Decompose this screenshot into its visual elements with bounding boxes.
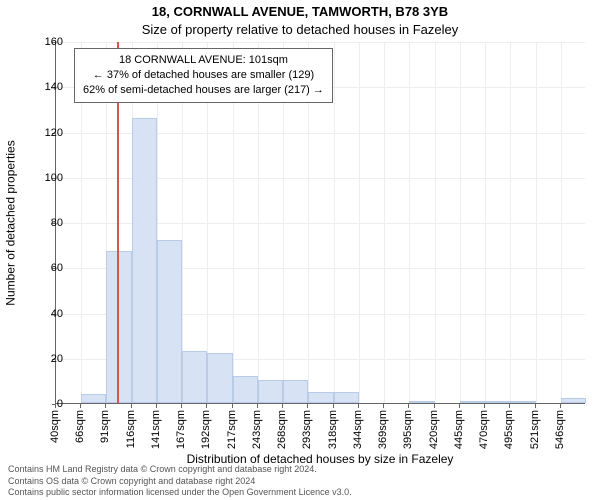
grid-line [359, 42, 360, 403]
x-tick-mark [484, 404, 485, 408]
x-tick-mark [282, 404, 283, 408]
x-tick-label: 318sqm [327, 410, 339, 449]
grid-line [536, 42, 537, 403]
x-tick-label: 369sqm [377, 410, 389, 449]
x-tick-label: 141sqm [150, 410, 162, 449]
y-tick-label: 60 [33, 262, 63, 274]
x-tick-mark [232, 404, 233, 408]
histogram-bar [283, 380, 308, 403]
histogram-bar [308, 392, 333, 403]
x-tick-label: 470sqm [478, 410, 490, 449]
chart-title-desc: Size of property relative to detached ho… [0, 22, 600, 37]
y-tick-label: 20 [33, 353, 63, 365]
histogram-bar [157, 240, 182, 403]
x-tick-mark [307, 404, 308, 408]
x-tick-mark [560, 404, 561, 408]
x-tick-mark [383, 404, 384, 408]
grid-line [460, 42, 461, 403]
info-line-2: ← 37% of detached houses are smaller (12… [83, 68, 324, 83]
x-tick-mark [408, 404, 409, 408]
credit-line-2: Contains OS data © Crown copyright and d… [8, 476, 352, 487]
x-tick-label: 546sqm [554, 410, 566, 449]
y-tick-label: 100 [33, 172, 63, 184]
x-tick-label: 192sqm [200, 410, 212, 449]
x-tick-label: 167sqm [175, 410, 187, 449]
histogram-bar [485, 401, 510, 403]
grid-line [510, 42, 511, 403]
grid-line [384, 42, 385, 403]
x-tick-mark [181, 404, 182, 408]
histogram-bar [409, 401, 434, 403]
x-tick-mark [434, 404, 435, 408]
x-tick-mark [55, 404, 56, 408]
histogram-bar [207, 353, 232, 403]
credit-line-3: Contains public sector information licen… [8, 487, 352, 498]
y-axis-label: Number of detached properties [4, 42, 18, 404]
chart-title-address: 18, CORNWALL AVENUE, TAMWORTH, B78 3YB [0, 4, 600, 19]
histogram-bar [258, 380, 283, 403]
histogram-bar [233, 376, 258, 403]
y-tick-label: 160 [33, 36, 63, 48]
x-tick-label: 521sqm [529, 410, 541, 449]
grid-line [485, 42, 486, 403]
histogram-bar [460, 401, 485, 403]
histogram-bar [81, 394, 106, 403]
x-tick-label: 395sqm [402, 410, 414, 449]
x-tick-label: 40sqm [49, 410, 61, 443]
grid-line [334, 42, 335, 403]
credit-line-1: Contains HM Land Registry data © Crown c… [8, 464, 352, 475]
grid-line [561, 42, 562, 403]
chart-container: 18, CORNWALL AVENUE, TAMWORTH, B78 3YB S… [0, 0, 600, 500]
x-tick-mark [257, 404, 258, 408]
x-tick-mark [156, 404, 157, 408]
x-tick-label: 445sqm [453, 410, 465, 449]
histogram-bar [106, 251, 131, 403]
x-tick-label: 217sqm [226, 410, 238, 449]
histogram-bar [132, 118, 157, 403]
histogram-bar [510, 401, 535, 403]
info-line-3: 62% of semi-detached houses are larger (… [83, 83, 324, 98]
credit-text: Contains HM Land Registry data © Crown c… [8, 464, 352, 498]
y-tick-label: 120 [33, 127, 63, 139]
grid-line [56, 42, 585, 43]
x-tick-mark [358, 404, 359, 408]
x-tick-mark [535, 404, 536, 408]
x-tick-label: 268sqm [276, 410, 288, 449]
x-tick-label: 344sqm [352, 410, 364, 449]
x-tick-mark [333, 404, 334, 408]
y-tick-label: 40 [33, 308, 63, 320]
x-tick-mark [509, 404, 510, 408]
grid-line [435, 42, 436, 403]
histogram-bar [334, 392, 359, 403]
y-axis-label-text: Number of detached properties [4, 140, 18, 305]
x-tick-label: 243sqm [251, 410, 263, 449]
x-tick-label: 91sqm [99, 410, 111, 443]
x-tick-mark [131, 404, 132, 408]
histogram-bar [561, 398, 586, 403]
x-tick-label: 420sqm [428, 410, 440, 449]
x-tick-label: 116sqm [125, 410, 137, 448]
x-tick-mark [459, 404, 460, 408]
x-tick-mark [105, 404, 106, 408]
x-tick-label: 495sqm [503, 410, 515, 449]
y-tick-label: 140 [33, 81, 63, 93]
y-tick-label: 80 [33, 217, 63, 229]
x-tick-label: 293sqm [301, 410, 313, 449]
x-tick-label: 66sqm [74, 410, 86, 443]
x-tick-mark [80, 404, 81, 408]
grid-line [409, 42, 410, 403]
x-tick-mark [206, 404, 207, 408]
info-line-1: 18 CORNWALL AVENUE: 101sqm [83, 53, 324, 68]
info-box: 18 CORNWALL AVENUE: 101sqm ← 37% of deta… [74, 48, 333, 103]
histogram-bar [182, 351, 207, 403]
